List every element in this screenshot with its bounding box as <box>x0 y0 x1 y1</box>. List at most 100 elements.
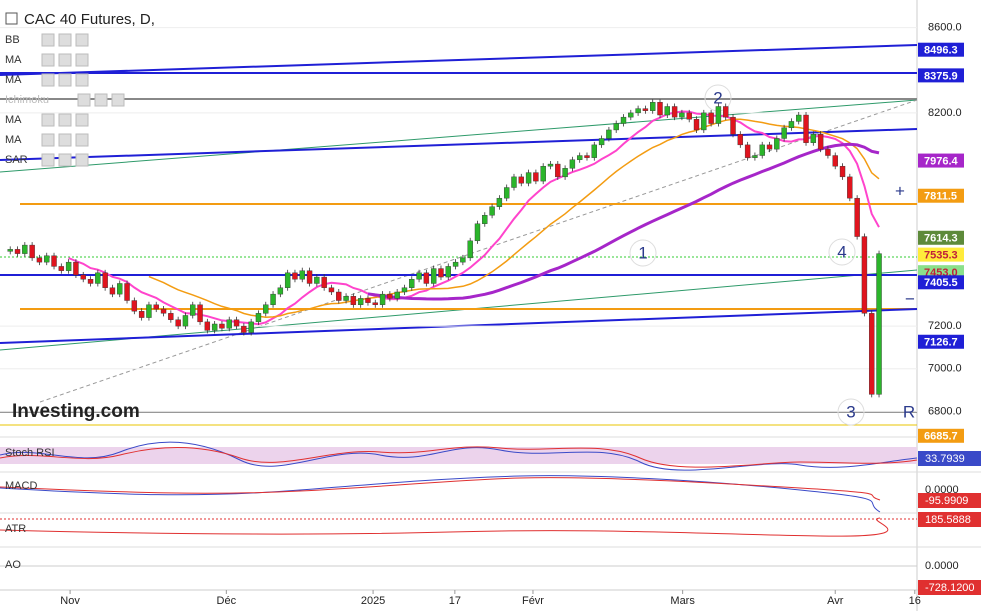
candle-body <box>474 223 481 242</box>
annotation: + <box>895 181 905 200</box>
candle-body <box>482 215 488 224</box>
candle-body <box>306 270 313 284</box>
candle-body <box>153 304 159 310</box>
indicator-button[interactable] <box>58 73 72 87</box>
candle-body <box>445 266 451 278</box>
indicator-button[interactable] <box>41 73 55 87</box>
price-marks <box>0 27 917 594</box>
candle-body <box>788 121 795 129</box>
value-tag-label: -95.9909 <box>925 495 968 507</box>
macd-line <box>0 475 881 513</box>
price-tag <box>918 188 964 203</box>
candle-body <box>160 308 167 314</box>
price-tag <box>918 275 964 290</box>
candle-body <box>263 304 269 314</box>
moving-average <box>68 110 880 326</box>
candle-body <box>664 106 671 116</box>
wave-label: 4 <box>837 242 846 261</box>
indicator-button[interactable] <box>94 93 108 107</box>
price-tag-label: 7976.4 <box>924 155 959 167</box>
price-tag <box>918 334 964 349</box>
candle-body <box>503 187 510 199</box>
pane-label: Stoch RSI <box>5 447 55 459</box>
candle-body <box>146 304 152 318</box>
x-tick-label: 2025 <box>361 595 385 607</box>
indicator-button[interactable] <box>58 53 72 67</box>
price-tag-label: 8375.9 <box>924 70 958 82</box>
stoch-line <box>0 446 918 468</box>
candle-body <box>540 165 546 182</box>
indicator-button[interactable] <box>111 93 125 107</box>
candle-body <box>496 197 503 207</box>
candle-body <box>29 244 35 259</box>
candle-body <box>679 112 685 118</box>
candle-body <box>22 244 28 254</box>
pane-label: ATR <box>5 523 26 535</box>
candle-body <box>847 176 853 199</box>
indicator-button[interactable] <box>75 33 89 47</box>
price-tag-label: 8496.3 <box>924 45 958 57</box>
candle-body <box>416 272 422 280</box>
candle-body <box>438 268 444 278</box>
candle-body <box>642 108 649 111</box>
candle-body <box>759 144 765 156</box>
candle-body <box>730 116 736 135</box>
candle-body <box>511 176 517 188</box>
indicator-button[interactable] <box>58 153 72 167</box>
indicator-button[interactable] <box>41 53 55 67</box>
candle-body <box>533 172 539 182</box>
candle-body <box>489 206 495 216</box>
candle-body <box>650 102 656 111</box>
candle-body <box>219 323 225 329</box>
wave-label: 1 <box>638 243 647 262</box>
candle-body <box>226 319 232 329</box>
price-tag-label: 6685.7 <box>924 431 958 443</box>
candle-body <box>606 129 612 139</box>
indicator-button[interactable] <box>58 33 72 47</box>
candle-body <box>44 255 50 263</box>
indicator-label: SAR <box>5 154 28 166</box>
candle-body <box>73 261 79 276</box>
candle-body <box>752 155 758 158</box>
indicator-label: MA <box>5 54 22 66</box>
candle-body <box>628 112 634 118</box>
indicator-button[interactable] <box>75 153 89 167</box>
indicator-button[interactable] <box>75 133 89 147</box>
indicator-button[interactable] <box>75 53 89 67</box>
x-tick-label: Déc <box>217 595 237 607</box>
indicator-button[interactable] <box>58 133 72 147</box>
value-tag-label: 33.7939 <box>925 453 965 465</box>
candle-body <box>138 310 145 318</box>
collapse-icon[interactable] <box>5 12 18 25</box>
candle-body <box>204 321 211 331</box>
indicator-button[interactable] <box>41 153 55 167</box>
candle-body <box>292 272 298 280</box>
candle-body <box>430 268 437 284</box>
price-tag <box>918 247 964 262</box>
candle-body <box>861 236 868 314</box>
indicator-button[interactable] <box>75 73 89 87</box>
indicator-button[interactable] <box>77 93 91 107</box>
candle-body <box>328 287 335 293</box>
candle-body <box>197 304 203 323</box>
indicator-button[interactable] <box>41 133 55 147</box>
indicator-button[interactable] <box>75 113 89 127</box>
candle-body <box>372 302 378 305</box>
wave-label: 2 <box>713 88 722 107</box>
candle-body <box>598 138 605 146</box>
candle-body <box>744 144 751 158</box>
candle-body <box>168 313 174 320</box>
stoch-line <box>0 441 918 471</box>
candle-body <box>701 112 707 131</box>
candle-body <box>547 163 554 167</box>
indicator-button[interactable] <box>41 113 55 127</box>
indicator-button[interactable] <box>58 113 72 127</box>
annotation: R <box>903 402 915 421</box>
candle-body <box>343 296 349 301</box>
candle-body <box>270 293 276 305</box>
candle-body <box>58 266 65 271</box>
candle-body <box>555 163 561 178</box>
indicator-button[interactable] <box>41 33 55 47</box>
